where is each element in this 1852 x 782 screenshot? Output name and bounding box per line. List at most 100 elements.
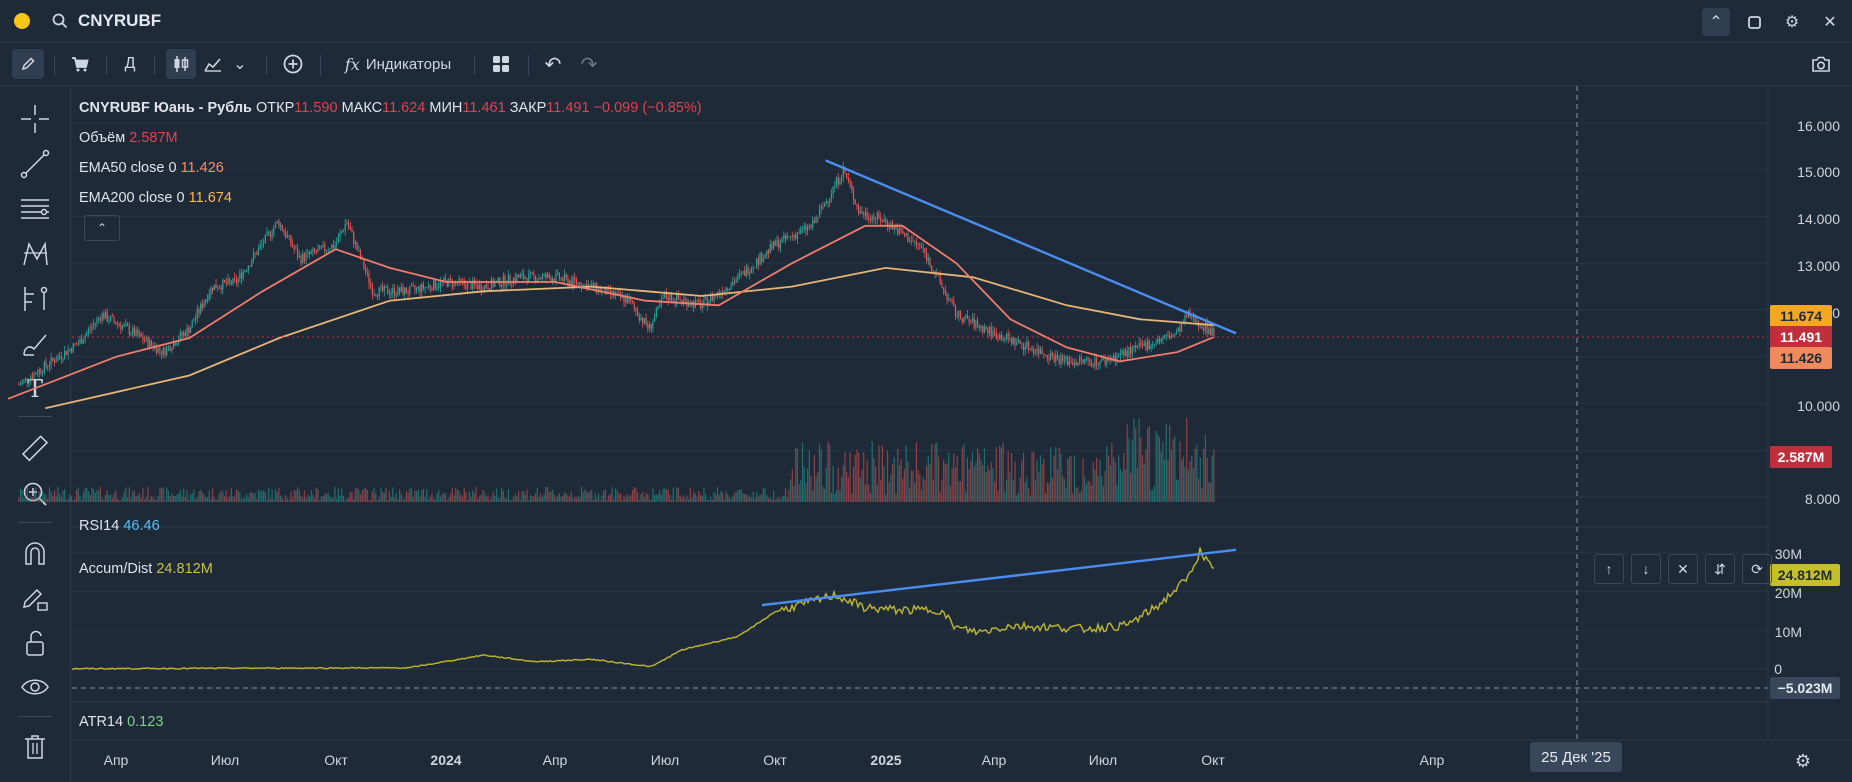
volume-bar [647, 493, 649, 502]
volume-bar [1016, 495, 1018, 502]
pane-up-button[interactable]: ↑ [1594, 554, 1624, 584]
volume-bar [783, 495, 785, 502]
candle-body [1073, 362, 1076, 365]
candle-body [536, 279, 538, 282]
volume-bar [633, 487, 635, 502]
candle-body [861, 211, 863, 214]
candle-body [1208, 328, 1210, 334]
candle-body [365, 268, 367, 273]
candle-body [271, 233, 273, 237]
layouts-button[interactable] [486, 49, 516, 79]
candle-body [399, 287, 401, 293]
volume-bar [346, 498, 348, 502]
crosshair-tool[interactable] [18, 102, 52, 136]
volume-bar [878, 445, 880, 502]
draw-mode-button[interactable] [12, 49, 44, 79]
candle-body [507, 275, 510, 285]
magnet-tool[interactable] [18, 536, 52, 570]
text-tool[interactable]: T [18, 372, 52, 406]
volume-bar [553, 494, 555, 502]
settings-button[interactable]: ⚙ [1778, 8, 1806, 36]
add-button[interactable] [278, 49, 308, 79]
close-button[interactable]: ✕ [1816, 8, 1844, 36]
arrow-up-icon: ↑ [1605, 561, 1613, 577]
candle-body [744, 271, 746, 276]
candle-body [380, 286, 382, 288]
volume-bar [557, 495, 559, 502]
candle-body [240, 273, 243, 279]
collapse-panel-button[interactable]: ⌃ [1702, 8, 1730, 36]
candles-style-button[interactable] [166, 49, 196, 79]
chart-type-dropdown[interactable]: ⌄ [230, 49, 250, 79]
forecast-tool[interactable] [18, 282, 52, 316]
trendline-tool[interactable] [18, 147, 52, 181]
volume-bar [936, 442, 938, 502]
volume-bar [484, 492, 486, 502]
lock-all-tool[interactable] [18, 626, 52, 660]
redo-button[interactable]: ↷ [574, 49, 604, 79]
candle-body [247, 265, 249, 271]
volume-bar [801, 442, 804, 502]
legend-collapse-button[interactable]: ⌃ [84, 215, 120, 241]
candle-body [353, 232, 355, 244]
pane-down-button[interactable]: ↓ [1631, 554, 1661, 584]
lock-drawing-tool[interactable] [18, 581, 52, 615]
volume-bar [737, 489, 739, 502]
volume-bar [859, 477, 861, 502]
volume-bar [273, 499, 275, 502]
volume-bar [227, 498, 229, 502]
price-tick: 8.000 [1804, 491, 1840, 507]
candle-body [1179, 327, 1181, 332]
time-axis-label: Июл [650, 752, 680, 768]
volume-bar [467, 500, 469, 502]
candle-body [144, 340, 146, 342]
candle-body [501, 284, 503, 287]
volume-bar [259, 491, 261, 502]
volume-bar [941, 479, 943, 502]
chart-settings-button[interactable]: ⚙ [1790, 748, 1816, 774]
volume-bar [795, 448, 797, 502]
price-trendline [825, 159, 1237, 335]
volume-bar [722, 492, 724, 502]
zoom-tool[interactable] [18, 477, 52, 511]
candle-body [626, 297, 629, 304]
candle-body [154, 345, 156, 349]
candle-body [541, 275, 544, 280]
candle-body [1056, 354, 1059, 359]
grid-lines [72, 122, 1768, 703]
volume-bar [164, 499, 166, 502]
screenshot-button[interactable] [1806, 49, 1836, 79]
cart-button[interactable] [64, 49, 96, 79]
candle-body [557, 272, 559, 274]
window-button[interactable] [1740, 8, 1768, 36]
pane-settings-button[interactable]: ⟳ [1742, 554, 1772, 584]
pane-close-button[interactable]: ✕ [1668, 554, 1698, 584]
candle-body [456, 282, 459, 284]
fib-tool[interactable] [18, 192, 52, 226]
undo-icon: ↶ [544, 53, 562, 76]
volume-bar [137, 495, 139, 502]
indicators-button[interactable]: fx Индикаторы [334, 49, 462, 79]
candle-body [597, 287, 600, 293]
volume-bar [225, 489, 227, 502]
pattern-tool[interactable] [18, 237, 52, 271]
undo-button[interactable]: ↶ [538, 49, 568, 79]
interval-button[interactable]: Д [116, 49, 144, 79]
candle-body [623, 295, 625, 303]
ruler-tool[interactable] [18, 432, 52, 466]
candle-body [1090, 361, 1093, 367]
visibility-tool[interactable] [18, 671, 52, 705]
volume-bar [927, 456, 929, 502]
brush-tool[interactable] [18, 327, 52, 361]
pane-maximize-button[interactable]: ⇵ [1705, 554, 1735, 584]
area-style-button[interactable] [200, 49, 226, 79]
candle-body [982, 325, 984, 333]
candle-body [395, 294, 397, 296]
candle-body [152, 345, 154, 349]
volume-bar [733, 492, 736, 502]
candle-body [859, 211, 861, 214]
symbol-search[interactable]: CNYRUBF [52, 8, 161, 34]
delete-drawings-tool[interactable] [18, 730, 52, 764]
candle-body [130, 333, 132, 335]
